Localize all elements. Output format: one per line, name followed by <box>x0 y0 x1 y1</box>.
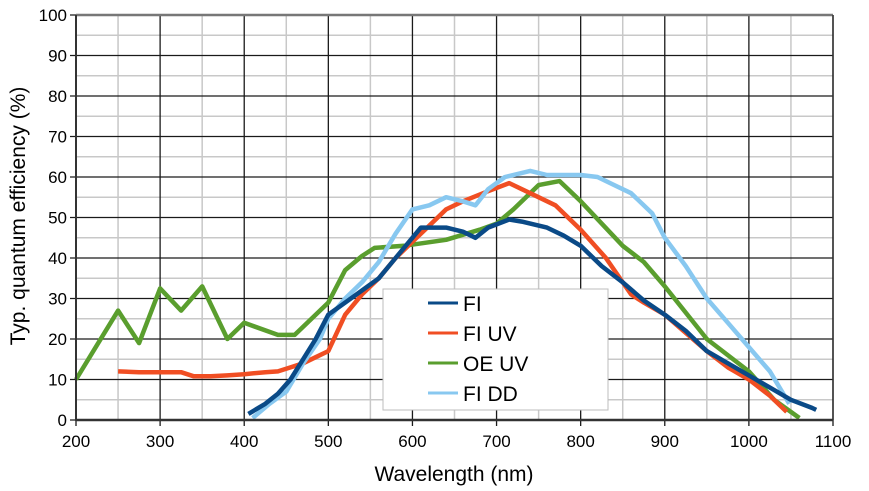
y-tick-label: 100 <box>39 6 67 25</box>
legend-label: FI DD <box>463 383 518 406</box>
legend-box <box>382 288 609 411</box>
y-tick-labels: 0 10 20 30 40 50 60 70 80 90 100 <box>39 6 67 430</box>
series-lines <box>74 168 818 420</box>
x-tick-label: 900 <box>651 432 679 451</box>
x-tick-label: 500 <box>314 432 342 451</box>
legend-label: FI UV <box>463 323 517 346</box>
series-line-fi <box>247 217 818 416</box>
legend: FI FI UV OE UV FI DD <box>382 288 609 411</box>
x-tick-label: 200 <box>62 432 90 451</box>
legend-label: OE UV <box>463 353 528 376</box>
x-axis-title: Wavelength (nm) <box>374 463 533 486</box>
x-tick-label: 800 <box>566 432 594 451</box>
y-tick-label: 30 <box>48 290 67 309</box>
y-tick-label: 90 <box>48 47 67 66</box>
x-tick-label: 400 <box>230 432 258 451</box>
y-tick-label: 20 <box>48 330 67 349</box>
y-tick-label: 80 <box>48 87 67 106</box>
x-tick-label: 300 <box>146 432 174 451</box>
y-tick-label: 70 <box>48 128 67 147</box>
y-tick-label: 60 <box>48 168 67 187</box>
x-tick-labels: 200 300 400 500 600 700 800 900 1000 1100 <box>62 432 851 451</box>
x-tick-label: 700 <box>482 432 510 451</box>
y-tick-label: 50 <box>48 209 67 228</box>
y-tick-label: 10 <box>48 371 67 390</box>
y-axis-title: Typ. quantum efficiency (%) <box>7 87 30 346</box>
y-tick-label: 40 <box>48 249 67 268</box>
y-tick-label: 0 <box>58 411 67 430</box>
legend-label: FI <box>463 293 482 316</box>
x-tick-label: 1100 <box>815 432 852 451</box>
axes <box>75 13 834 422</box>
x-tick-label: 1000 <box>730 432 768 451</box>
x-tick-label: 600 <box>398 432 426 451</box>
